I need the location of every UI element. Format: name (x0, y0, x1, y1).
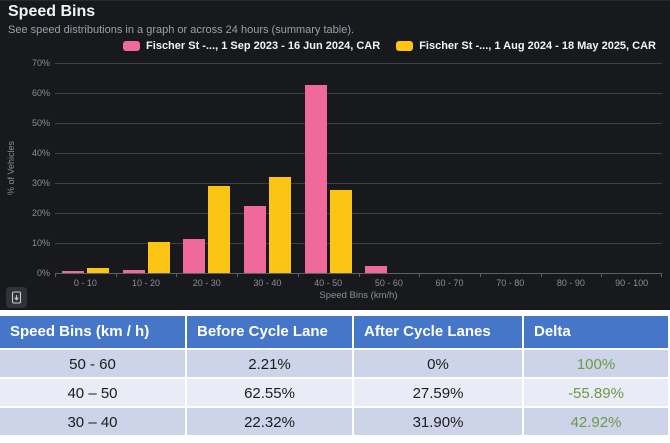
gridline-70 (55, 63, 662, 64)
x-tick-mark (115, 273, 117, 277)
column-header-speed-bins: Speed Bins (km / h) (0, 316, 187, 348)
legend-swatch-icon (396, 41, 414, 51)
x-tick-mark (237, 273, 239, 277)
cell-after: 31.90% (354, 408, 524, 435)
y-tick-label-50: 50% (31, 118, 50, 128)
x-tick-mark (419, 273, 421, 277)
gridline-60 (55, 93, 662, 94)
bar-before-40-50[interactable] (304, 85, 327, 273)
document-download-icon (10, 291, 23, 304)
bar-group-50-60 (359, 63, 420, 273)
column-header-before: Before Cycle Lane (187, 316, 354, 348)
x-tick-label-3: 30 - 40 (253, 278, 282, 288)
x-tick-label-2: 20 - 30 (192, 278, 221, 288)
bar-after-10-20[interactable] (147, 242, 170, 273)
x-tick-mark (661, 273, 662, 277)
y-tick-label-20: 20% (31, 208, 50, 218)
bar-before-50-60[interactable] (365, 266, 388, 273)
bar-after-0-10[interactable] (86, 268, 109, 273)
bar-group-30-40 (237, 63, 298, 273)
y-tick-label-60: 60% (31, 88, 50, 98)
column-header-after: After Cycle Lanes (354, 316, 524, 348)
bar-group-40-50 (298, 63, 359, 273)
x-tick-mark (55, 273, 56, 277)
x-tick-mark (479, 273, 481, 277)
x-tick-label-9: 90 - 100 (615, 278, 649, 288)
table-row-50-60: 50 - 60 2.21% 0% 100% (0, 348, 668, 377)
cell-after: 27.59% (354, 379, 524, 406)
y-tick-label-30: 30% (31, 178, 50, 188)
bar-after-20-30[interactable] (208, 186, 231, 273)
page-subtitle: See speed distributions in a graph or ac… (8, 24, 355, 36)
cell-bin: 50 - 60 (0, 350, 187, 377)
x-tick-label-6: 60 - 70 (435, 278, 464, 288)
chart-legend: Fischer St -..., 1 Sep 2023 - 16 Jun 202… (123, 40, 656, 52)
bar-before-30-40[interactable] (243, 206, 266, 273)
y-tick-label-0: 0% (36, 268, 50, 278)
bar-before-20-30[interactable] (183, 239, 206, 273)
legend-item-series-1[interactable]: Fischer St -..., 1 Sep 2023 - 16 Jun 202… (123, 40, 380, 52)
legend-label: Fischer St -..., 1 Sep 2023 - 16 Jun 202… (146, 40, 381, 52)
x-tick-mark (540, 273, 542, 277)
speed-bins-panel: Speed Bins See speed distributions in a … (0, 0, 670, 310)
gridline-10 (55, 243, 662, 244)
cell-delta: 100% (524, 350, 668, 377)
bar-group-90-100 (601, 63, 662, 273)
bar-after-30-40[interactable] (268, 177, 291, 273)
gridline-30 (55, 183, 662, 184)
x-axis-title: Speed Bins (km/h) (319, 290, 398, 301)
cell-bin: 40 – 50 (0, 379, 187, 406)
bar-group-10-20 (116, 63, 177, 273)
cell-delta: -55.89% (524, 379, 668, 406)
cell-before: 22.32% (187, 408, 354, 435)
legend-label: Fischer St -..., 1 Aug 2024 - 18 May 202… (419, 40, 656, 52)
bar-group-0-10 (55, 63, 116, 273)
bar-group-80-90 (541, 63, 602, 273)
cell-before: 62.55% (187, 379, 354, 406)
table-row-30–40: 30 – 40 22.32% 31.90% 42.92% (0, 406, 668, 435)
x-tick-label-4: 40 - 50 (314, 278, 343, 288)
bar-group-60-70 (419, 63, 480, 273)
x-tick-label-0: 0 - 10 (73, 278, 97, 288)
legend-item-series-2[interactable]: Fischer St -..., 1 Aug 2024 - 18 May 202… (396, 40, 656, 52)
bar-before-10-20[interactable] (122, 270, 145, 273)
x-tick-label-1: 10 - 20 (132, 278, 161, 288)
table-row-40–50: 40 – 50 62.55% 27.59% -55.89% (0, 377, 668, 406)
x-tick-mark (176, 273, 178, 277)
speed-bins-summary-table: Speed Bins (km / h) Before Cycle Lane Af… (0, 316, 668, 435)
column-header-delta: Delta (524, 316, 668, 348)
x-tick-label-5: 50 - 60 (374, 278, 403, 288)
x-tick-label-7: 70 - 80 (496, 278, 525, 288)
bar-group-70-80 (480, 63, 541, 273)
bar-group-20-30 (176, 63, 237, 273)
cell-before: 2.21% (187, 350, 354, 377)
gridline-50 (55, 123, 662, 124)
cell-delta: 42.92% (524, 408, 668, 435)
cell-after: 0% (354, 350, 524, 377)
gridline-20 (55, 213, 662, 214)
table-header-row: Speed Bins (km / h) Before Cycle Lane Af… (0, 316, 668, 348)
legend-swatch-icon (123, 41, 141, 51)
bar-before-0-10[interactable] (61, 271, 84, 273)
y-tick-label-10: 10% (31, 238, 50, 248)
x-tick-mark (297, 273, 299, 277)
bar-after-40-50[interactable] (329, 190, 352, 273)
y-tick-label-40: 40% (31, 148, 50, 158)
export-chart-button[interactable] (6, 287, 27, 308)
bar-chart: % of Vehicles Speed Bins (km/h) 70% 60% 50… (6, 58, 662, 301)
page-title: Speed Bins (8, 3, 96, 20)
x-tick-mark (358, 273, 360, 277)
y-tick-label-70: 70% (31, 58, 50, 68)
x-tick-label-8: 80 - 90 (556, 278, 585, 288)
cell-bin: 30 – 40 (0, 408, 187, 435)
x-tick-mark (601, 273, 603, 277)
gridline-40 (55, 153, 662, 154)
